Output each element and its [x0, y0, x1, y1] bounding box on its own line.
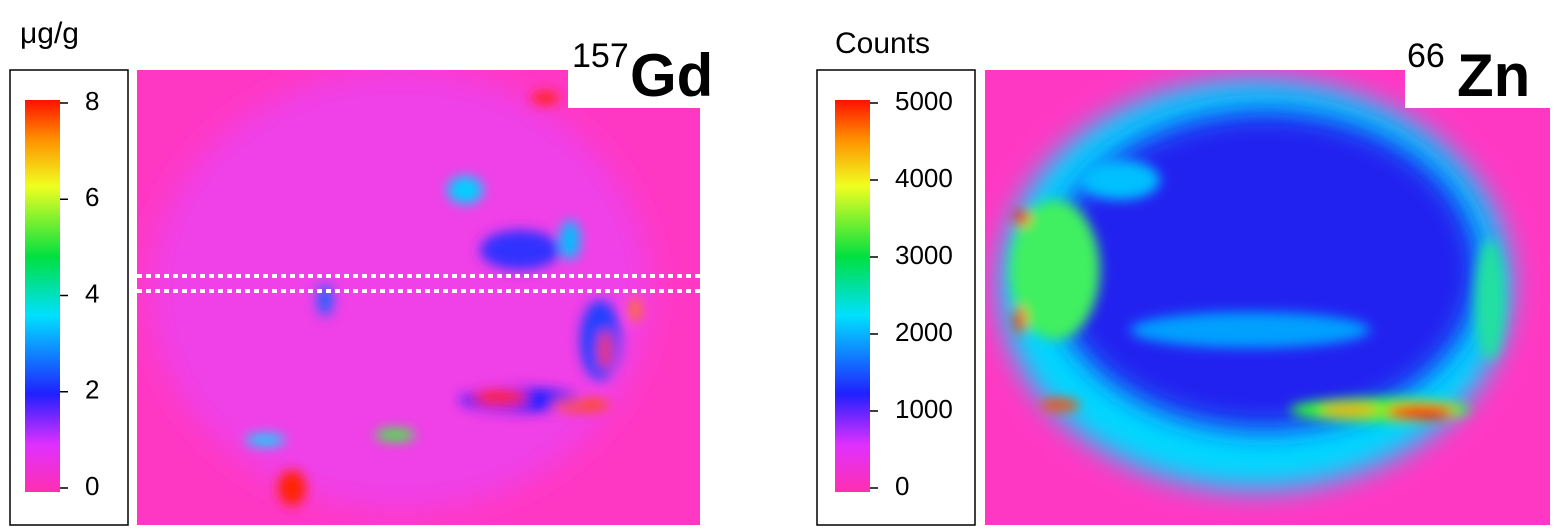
colorbar [835, 100, 870, 492]
colorbar-frame [9, 69, 129, 526]
element: Zn [1457, 42, 1530, 109]
tick-label: 1000 [895, 394, 953, 424]
tick-label: 5000 [895, 86, 953, 116]
label-box [568, 35, 758, 108]
tick-label: 3000 [895, 240, 953, 270]
heatmap-image [137, 70, 700, 525]
tick-label: 4 [85, 278, 99, 308]
colorbar [25, 100, 60, 492]
element: Gd [630, 42, 713, 109]
label-box [1405, 35, 1555, 108]
tick-label: 0 [895, 471, 909, 501]
colorbar-label: μg/g [20, 17, 79, 50]
tick-label: 6 [85, 182, 99, 212]
tick-label: 0 [85, 471, 99, 501]
colorbar-frame [816, 69, 976, 526]
tick-label: 8 [85, 86, 99, 116]
tick-label: 2000 [895, 317, 953, 347]
tick-label: 2 [85, 375, 99, 405]
isotope-mass: 157 [572, 37, 629, 75]
colorbar-label: Counts [835, 27, 930, 60]
heatmap-image [985, 70, 1550, 525]
tick-label: 4000 [895, 163, 953, 193]
isotope-mass: 66 [1407, 37, 1445, 75]
